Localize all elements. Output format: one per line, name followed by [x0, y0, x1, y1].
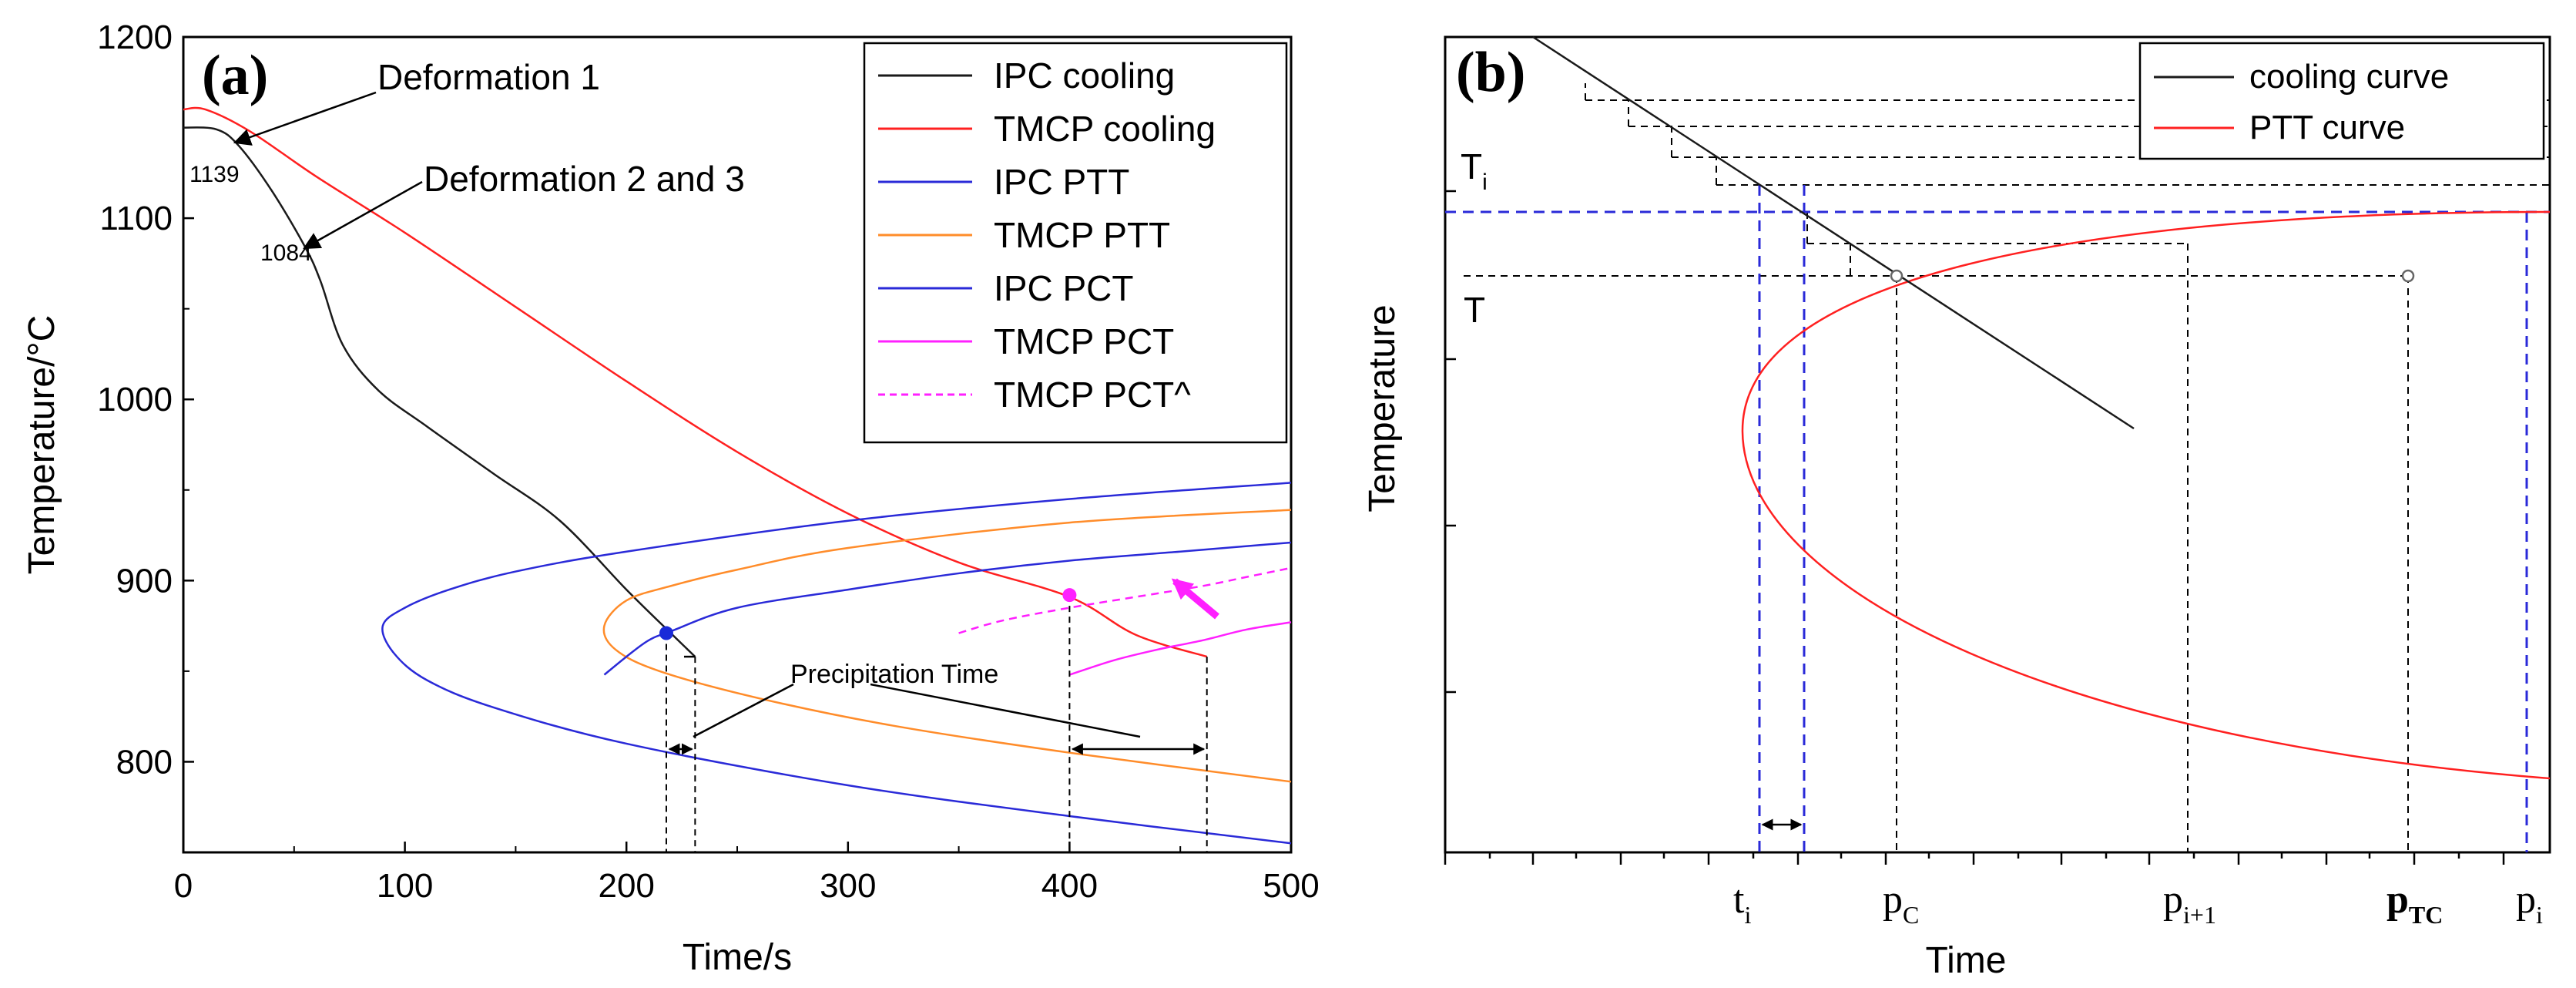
annot-1084: 1084 [260, 240, 312, 266]
series-group-a [183, 106, 1292, 852]
x-tick-label-a: 0 [174, 867, 193, 905]
deformation-23-arrow [303, 180, 423, 250]
blue-dashed-lines [1445, 185, 2550, 852]
axis-ticks-b [1444, 190, 2505, 865]
y-label-t: T [1464, 290, 1485, 330]
legend-label-cooling: cooling curve [2249, 58, 2449, 96]
y-tick-label-a: 1100 [99, 200, 173, 237]
marker-point-a [659, 626, 673, 640]
legend-label-a: TMCP PCT [994, 321, 1174, 361]
x-axis-label-a: Time/s [683, 937, 792, 978]
precip-pointer-right [870, 683, 1141, 738]
y-label-ti: Ti [1461, 146, 1488, 195]
panel-label-a: (a) [202, 44, 268, 107]
legend-b: cooling curve PTT curve [2138, 42, 2545, 160]
x-label-pi1: pi+1 [2163, 878, 2216, 929]
deformation-1-arrow [233, 91, 377, 146]
legend-label-a: IPC PTT [994, 162, 1129, 202]
ptt-curve-b [1741, 210, 2551, 780]
precip-pointer-left [693, 683, 794, 738]
annot-1139: 1139 [190, 162, 240, 187]
x-tick-label-a: 500 [1263, 867, 1319, 905]
axis-ticks-a: 0 100 200 300 400 500 800 900 1000 1100 1200 [97, 18, 1320, 905]
series-tmcp-ptt [602, 509, 1292, 783]
marker-ptc-b [2401, 269, 2415, 283]
legend-label-a: TMCP PCT^ [994, 375, 1191, 415]
legend-label-a: TMCP cooling [994, 109, 1216, 149]
y-tick-label-a: 800 [116, 743, 173, 781]
legend-label-a: IPC PCT [994, 268, 1133, 308]
y-tick-label-a: 900 [116, 562, 173, 600]
annot-deformation-1: Deformation 1 [377, 57, 600, 97]
panel-a: 0 100 200 300 400 500 800 900 1000 1100 1200 (a) D… [22, 18, 1320, 978]
plot-frame-b [1444, 35, 2551, 854]
annot-precipitation-time: Precipitation Time [790, 660, 998, 689]
marker-point-a [1062, 588, 1077, 603]
y-axis-label-a: Temperature/°C [22, 315, 62, 575]
series-ipc-pct [603, 541, 1292, 676]
legend-a: IPC cooling TMCP cooling IPC PTT TMCP PTT IP… [863, 42, 1288, 444]
magenta-arrow [1171, 578, 1219, 620]
cooling-curve-b [1532, 35, 2135, 430]
legend-box-b [2138, 42, 2545, 160]
x-label-pc: pC [1883, 878, 1919, 929]
annot-deformation-23: Deformation 2 and 3 [424, 159, 745, 199]
panel-b: cooling curve PTT curve (b) Ti T ti pC p… [1362, 35, 2551, 981]
x-tick-label-a: 100 [377, 867, 433, 905]
x-label-pi: pi [2516, 878, 2543, 929]
legend-box-a [863, 42, 1288, 444]
y-tick-label-a: 1000 [97, 381, 173, 418]
series-tmcp-cooling [183, 106, 1208, 658]
x-labels-b: ti pC pi+1 pTC pi [1733, 878, 2543, 929]
legend-label-a: TMCP PTT [994, 215, 1170, 255]
legend-label-ptt: PTT curve [2249, 109, 2405, 146]
x-label-ti: ti [1733, 878, 1751, 929]
x-label-ptc: pTC [2386, 878, 2443, 929]
legend-items-a: IPC cooling TMCP cooling IPC PTT TMCP PTT IP… [878, 55, 1216, 415]
x-tick-label-a: 400 [1041, 867, 1098, 905]
legend-label-a: IPC cooling [994, 55, 1175, 96]
staircase-lines [1464, 83, 2550, 852]
series-tmcp-pct [1069, 621, 1292, 676]
x-tick-label-a: 300 [820, 867, 876, 905]
y-tick-label-a: 1200 [97, 18, 173, 56]
series-ipc-cooling [183, 126, 696, 657]
y-axis-label-b: Temperature [1362, 304, 1403, 512]
series-tmcp-pct- [958, 566, 1292, 634]
marker-pc-b [1890, 269, 1903, 283]
panel-label-b: (b) [1456, 41, 1525, 104]
x-tick-label-a: 200 [598, 867, 654, 905]
series-ipc-ptt [381, 482, 1292, 845]
x-axis-label-b: Time [1926, 940, 2007, 981]
